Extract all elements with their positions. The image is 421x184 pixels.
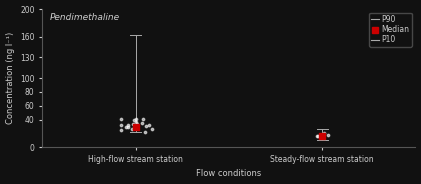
Point [132, 118, 139, 121]
Point [133, 123, 140, 126]
Point [148, 127, 155, 130]
Point [319, 135, 325, 138]
X-axis label: Flow conditions: Flow conditions [196, 169, 261, 178]
Point [131, 119, 137, 122]
Point [138, 121, 145, 124]
Point [118, 118, 125, 121]
Point [132, 120, 139, 123]
Point [314, 135, 320, 137]
Point [314, 135, 321, 138]
Point [124, 123, 131, 126]
Point [130, 122, 137, 125]
Point [140, 117, 147, 120]
Text: Pendimethaline: Pendimethaline [50, 13, 120, 22]
Point [128, 128, 135, 131]
Point [118, 129, 125, 132]
Point [320, 131, 327, 134]
Point [132, 125, 139, 128]
Point [141, 130, 148, 133]
Legend: P90, Median, P10: P90, Median, P10 [369, 13, 412, 47]
Point [146, 124, 153, 127]
Point [325, 134, 331, 137]
Point [123, 125, 129, 128]
Point [142, 124, 149, 127]
Point [117, 124, 124, 127]
Point [125, 125, 132, 128]
Y-axis label: Concentration (ng l⁻¹): Concentration (ng l⁻¹) [5, 32, 15, 124]
